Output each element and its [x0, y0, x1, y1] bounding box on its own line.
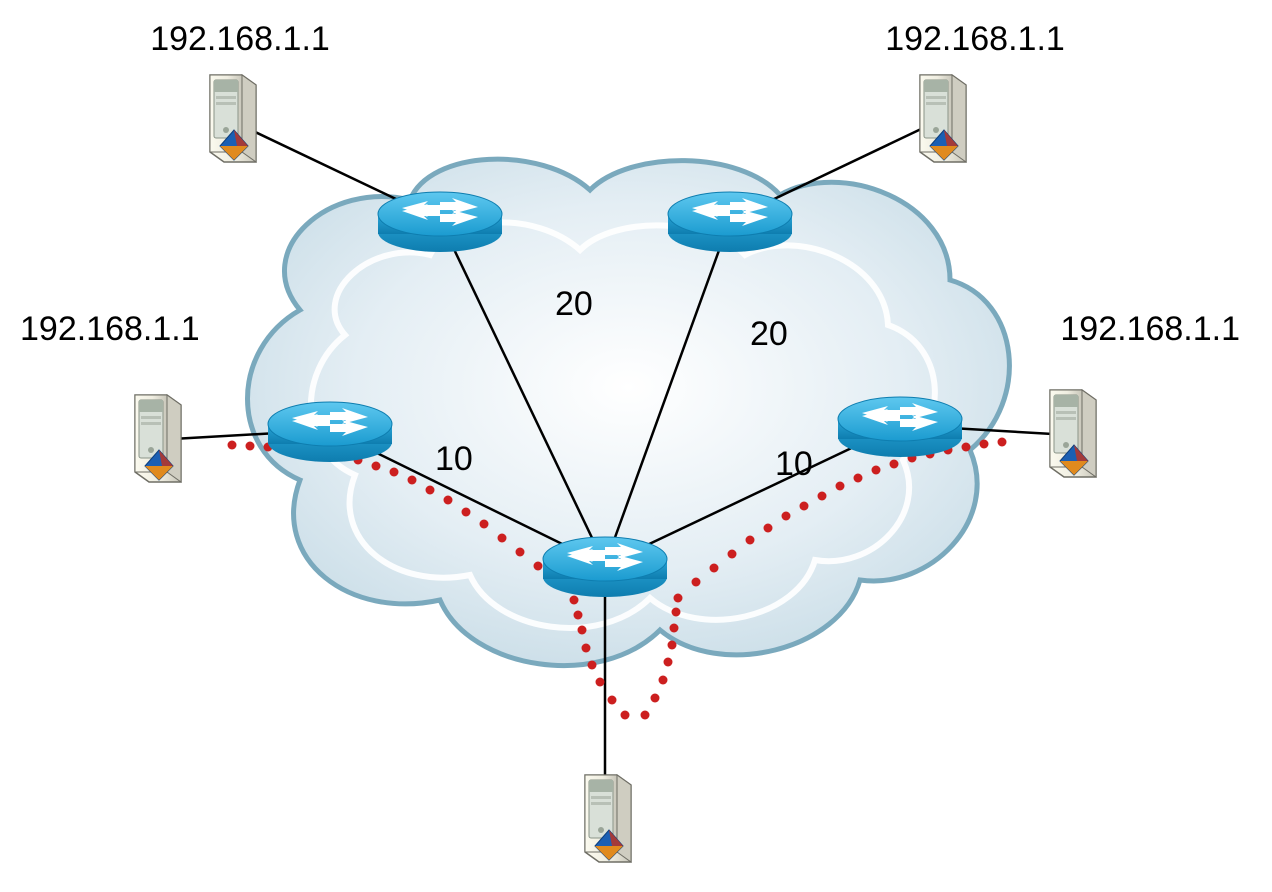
link-cost: 10	[775, 445, 813, 483]
ip-label: 192.168.1.1	[150, 20, 330, 58]
server-icon	[1050, 390, 1096, 477]
server-icon	[585, 775, 631, 862]
ip-label: 192.168.1.1	[1060, 310, 1240, 348]
router-icon	[543, 537, 667, 597]
router-icon	[268, 402, 392, 462]
server-icon	[920, 75, 966, 162]
link-cost: 10	[435, 440, 473, 478]
link-cost: 20	[555, 285, 593, 323]
link-cost: 20	[750, 315, 788, 353]
server-icon	[135, 395, 181, 482]
server-icon	[210, 75, 256, 162]
router-icon	[668, 192, 792, 252]
ip-label: 192.168.1.1	[885, 20, 1065, 58]
network-diagram: 20 20 10 10 192.168.1.1 192.168.1.1 192.168.1.…	[0, 0, 1272, 892]
router-icon	[838, 397, 962, 457]
ip-label: 192.168.1.1	[20, 310, 200, 348]
router-icon	[378, 192, 502, 252]
